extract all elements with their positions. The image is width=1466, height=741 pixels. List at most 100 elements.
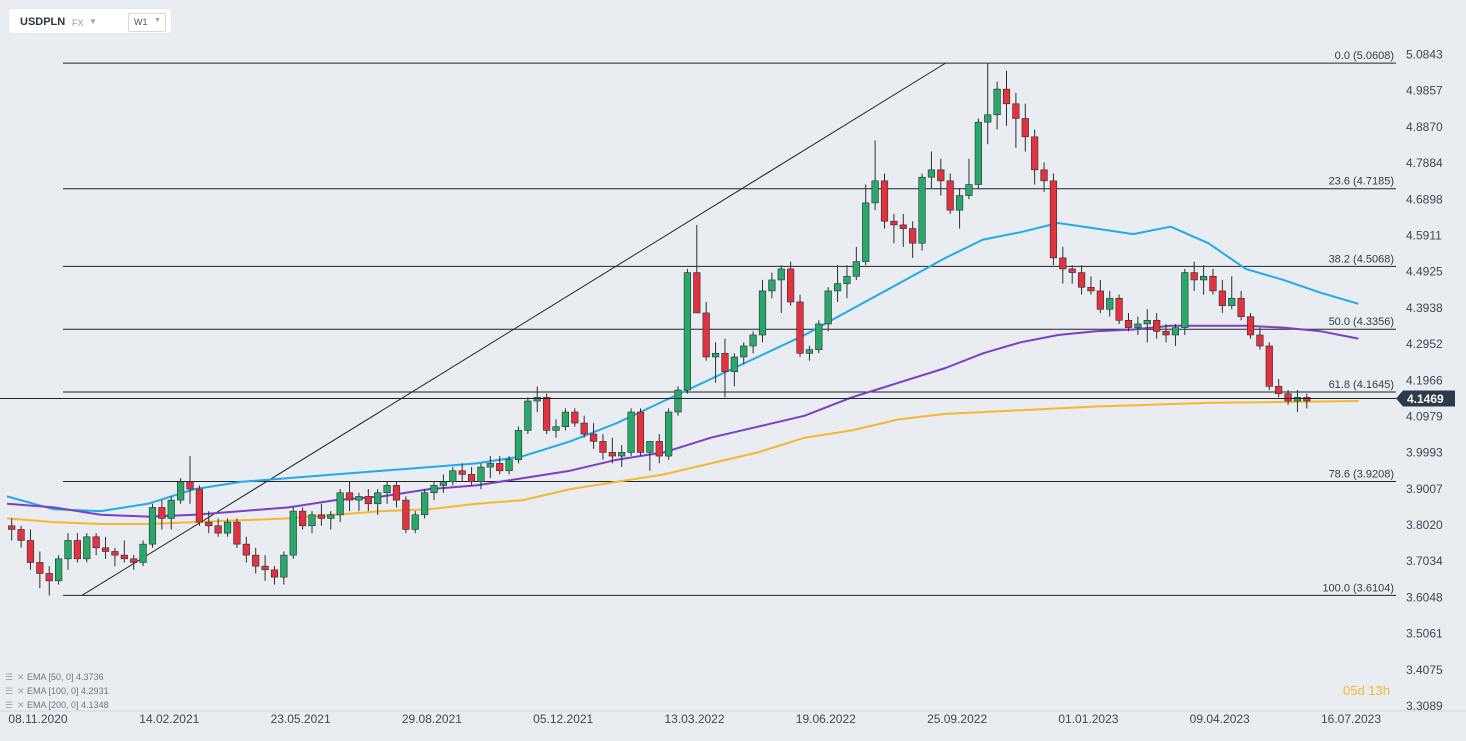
candle-body	[749, 334, 757, 347]
x-tick-label: 19.06.2022	[796, 712, 856, 726]
settings-icon[interactable]: ☰	[5, 686, 14, 696]
candle-body	[26, 540, 35, 563]
candle-body	[1012, 103, 1020, 119]
candle-body	[477, 466, 485, 483]
candle-body	[768, 279, 776, 292]
chevron-down-icon: ▼	[154, 17, 161, 24]
candle-body	[308, 514, 316, 527]
candle-body	[862, 202, 870, 262]
candle-body	[918, 176, 926, 244]
candle-body	[1021, 118, 1029, 138]
timeframe-label: W1	[134, 17, 148, 27]
x-tick-label: 13.03.2022	[664, 712, 724, 726]
candle-body	[880, 180, 889, 222]
candle-body	[261, 565, 269, 571]
candle-body	[514, 430, 523, 461]
candle-body	[627, 411, 635, 453]
symbol-label[interactable]: USDPLN	[20, 16, 66, 28]
candle-body	[815, 323, 823, 350]
candle-body	[355, 496, 363, 501]
candle-body	[449, 470, 457, 483]
indicator-value: 4.3736	[76, 672, 104, 682]
candle-body	[1171, 327, 1180, 336]
candle-body	[824, 290, 832, 325]
candle-body	[589, 433, 598, 442]
y-tick-label: 4.3938	[1406, 301, 1443, 315]
candle-body	[1237, 297, 1245, 317]
candle-body	[655, 441, 663, 457]
settings-icon[interactable]: ☰	[5, 672, 14, 682]
candle-body	[411, 514, 419, 530]
candle-body	[1115, 297, 1123, 321]
candle-body	[1190, 272, 1198, 281]
candle-body	[965, 184, 973, 196]
candle-body	[693, 272, 701, 314]
candle-body	[130, 558, 138, 563]
candle-body	[317, 514, 325, 519]
candle-body	[1284, 393, 1292, 402]
candle-body	[73, 540, 81, 560]
candle-body	[1143, 319, 1151, 325]
candle-body	[374, 492, 382, 505]
timeframe-select[interactable]: W1 ▼	[128, 13, 166, 32]
indicator-legend: ☰ ✕ EMA [50, 0] 4.3736 ☰ ✕ EMA [100, 0] 4.29…	[5, 670, 109, 712]
candle-body	[1228, 297, 1236, 306]
candle-body	[702, 312, 710, 358]
y-tick-label: 3.3089	[1406, 699, 1443, 713]
candle-body	[421, 492, 429, 516]
candle-body	[139, 543, 147, 563]
candle-body	[1303, 397, 1311, 402]
candle-body	[289, 510, 297, 556]
y-tick-label: 4.9857	[1406, 84, 1443, 98]
y-tick-label: 4.7884	[1406, 156, 1443, 170]
chevron-down-icon[interactable]: ▼	[89, 17, 97, 26]
candle-body	[665, 411, 673, 457]
candle-body	[787, 268, 795, 303]
close-icon[interactable]: ✕	[17, 672, 25, 682]
candle-body	[45, 573, 53, 582]
y-tick-label: 4.0979	[1406, 409, 1443, 423]
candle-body	[740, 345, 748, 358]
candle-body	[777, 268, 785, 281]
candle-body	[223, 521, 232, 534]
close-icon[interactable]: ✕	[17, 686, 25, 696]
candle-body	[561, 411, 570, 428]
x-tick-label: 01.01.2023	[1058, 712, 1118, 726]
candle-body	[1040, 169, 1048, 182]
candle-body	[92, 536, 100, 549]
y-tick-label: 4.1966	[1406, 373, 1443, 387]
y-tick-label: 3.8020	[1406, 518, 1443, 532]
current-price-label: 4.1469	[1407, 392, 1444, 406]
legend-row-ema-100: ☰ ✕ EMA [100, 0] 4.2931	[5, 684, 109, 698]
x-tick-label: 25.09.2022	[927, 712, 987, 726]
indicator-label: EMA [50, 0]	[27, 672, 74, 682]
candle-body	[336, 492, 344, 516]
candle-body	[843, 275, 851, 284]
fib-level-label: 23.6 (4.7185)	[1329, 176, 1394, 188]
candle-body	[158, 507, 166, 519]
candle-body	[505, 459, 513, 472]
ema-line	[6, 400, 1359, 525]
settings-icon[interactable]: ☰	[5, 700, 14, 710]
candle-body	[674, 389, 682, 413]
candle-countdown: 05d 13h	[1343, 683, 1390, 698]
candle-body	[486, 463, 494, 468]
legend-row-ema-200: ☰ ✕ EMA [200, 0] 4.1348	[5, 698, 109, 712]
candle-body	[177, 481, 185, 501]
candle-body	[270, 569, 279, 578]
candle-body	[758, 290, 767, 336]
indicator-label: EMA [100, 0]	[27, 686, 79, 696]
candle-body	[327, 514, 335, 519]
candle-body	[683, 272, 692, 391]
candle-body	[205, 521, 213, 527]
candle-body	[927, 169, 936, 178]
candle-body	[101, 547, 110, 552]
candle-body	[402, 499, 410, 530]
candle-body	[890, 220, 898, 226]
candle-body	[618, 452, 626, 457]
candle-body	[345, 492, 354, 501]
close-icon[interactable]: ✕	[17, 700, 25, 710]
candle-body	[496, 463, 504, 472]
